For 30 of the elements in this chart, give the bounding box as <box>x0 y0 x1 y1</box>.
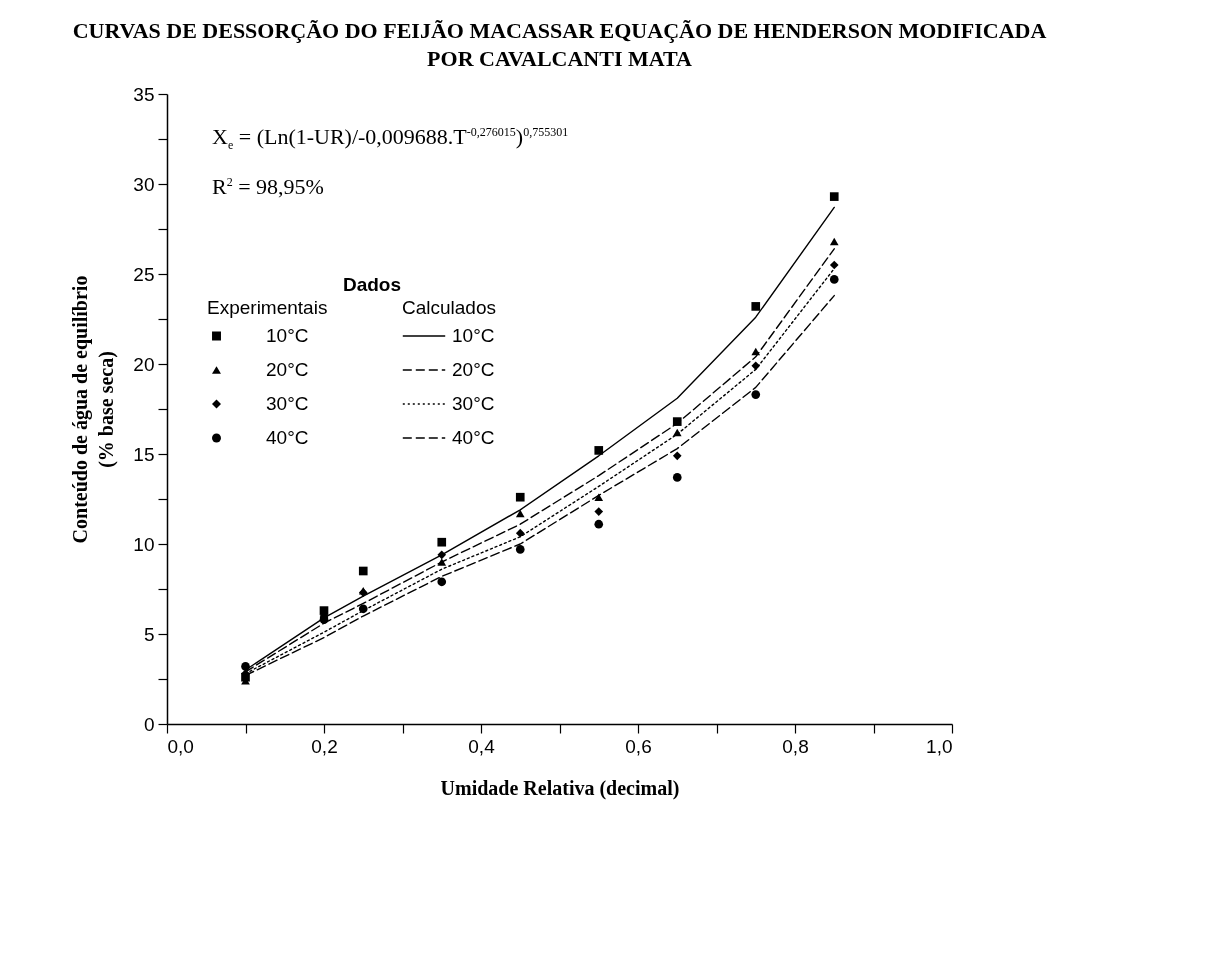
y-tick-label: 25 <box>133 263 155 285</box>
annotation: X$_{e}$ = (Ln(1-UR)/-0,009688.T$^{-0,276015}$)$^{0,755301}$ <box>212 124 569 154</box>
legend-label: 30°C <box>452 393 495 414</box>
x-tick-label: 1,0 <box>926 735 953 757</box>
annotation: Calculados <box>402 297 496 318</box>
y-tick-label: 5 <box>143 623 155 645</box>
x-tick-label: 0,0 <box>167 735 194 757</box>
x-tick-label: 0,2 <box>311 735 338 757</box>
y-tick-label: 20 <box>133 353 155 375</box>
y-tick-label: 10 <box>133 533 155 555</box>
annotation: Experimentais <box>207 297 328 318</box>
legend-label: 30°C <box>266 393 309 414</box>
legend-label: 10°C <box>266 325 309 346</box>
x-tick-label: 0,4 <box>468 735 496 757</box>
y-tick-label: 35 <box>133 83 155 105</box>
x-axis-title: Umidade Relativa (decimal) <box>440 776 680 800</box>
y-tick-label: 30 <box>133 173 155 195</box>
y-tick-label: 0 <box>143 713 155 735</box>
chart-title: CURVAS DE DESSORÇÃO DO FEIJÃO MACASSAR EQUAÇÃO DE HENDERSON MODIFICADA POR CAVALCANTI MATA <box>72 18 1047 71</box>
legend-label: 20°C <box>266 359 309 380</box>
legend-title: Dados <box>342 274 402 295</box>
annotation: R$^{2}$ = 98,95% <box>212 174 324 200</box>
x-tick-label: 0,8 <box>782 735 809 757</box>
legend-label: 20°C <box>452 359 495 380</box>
legend-label: 40°C <box>266 427 309 448</box>
y-tick-label: 15 <box>133 443 155 465</box>
x-tick-label: 0,6 <box>625 735 652 757</box>
legend-label: 40°C <box>452 427 495 448</box>
legend-label: 10°C <box>452 325 495 346</box>
y-axis-title: Conteúdo de água de equilíbrio (% base seca) <box>69 275 119 544</box>
